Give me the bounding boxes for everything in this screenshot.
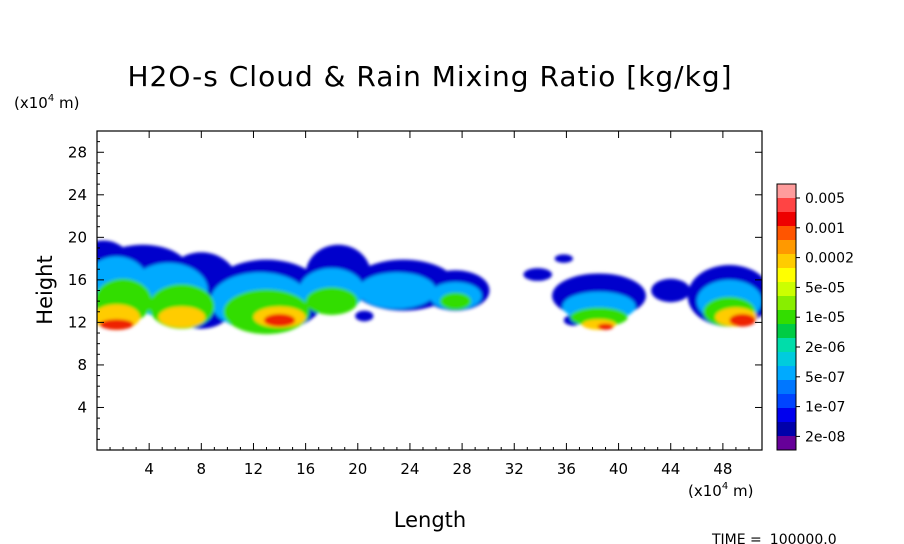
colorbar-swatch xyxy=(777,394,796,409)
colorbar-swatch xyxy=(777,380,796,395)
colorbar-swatch xyxy=(777,282,796,297)
x-tick-label: 4 xyxy=(144,460,154,478)
x-tick-label: 44 xyxy=(661,460,680,478)
colorbar-label: 0.0002 xyxy=(805,251,854,267)
colorbar-swatch xyxy=(777,296,796,311)
cloud-region-peak xyxy=(597,323,614,330)
colorbar-swatch xyxy=(777,268,796,283)
y-unit-label: (x104 m) xyxy=(14,93,79,112)
chart-title: H2O-s Cloud & Rain Mixing Ratio [kg/kg] xyxy=(127,60,732,93)
y-ticks: 4 8 12 16 20 24 28 xyxy=(68,141,762,440)
colorbar-swatch xyxy=(777,408,796,423)
x-tick-label: 28 xyxy=(453,460,472,478)
colorbar-swatch xyxy=(777,198,796,213)
colorbar-swatch xyxy=(777,338,796,353)
colorbar-swatch xyxy=(777,422,796,437)
colorbar-swatch xyxy=(777,226,796,241)
colorbar-swatch xyxy=(777,212,796,227)
x-tick-label: 12 xyxy=(244,460,263,478)
colorbar-swatch xyxy=(777,240,796,255)
x-ticks: 4 8 12 16 20 24 28 32 36 40 44 48 xyxy=(109,131,750,478)
y-tick-label: 16 xyxy=(68,271,87,289)
y-tick-label: 8 xyxy=(77,356,87,374)
cloud-region-peak xyxy=(99,319,134,330)
y-tick-label: 28 xyxy=(68,143,87,161)
colorbar-swatch xyxy=(777,324,796,339)
y-tick-label: 20 xyxy=(68,228,87,246)
colorbar-swatch xyxy=(777,366,796,381)
colorbar-label: 0.005 xyxy=(805,191,845,207)
x-tick-label: 40 xyxy=(609,460,628,478)
x-tick-label: 20 xyxy=(348,460,367,478)
cloud-region-mid xyxy=(439,292,472,310)
x-tick-label: 24 xyxy=(400,460,419,478)
colorbar-swatch xyxy=(777,310,796,325)
colorbar-label: 5e-05 xyxy=(805,280,845,296)
cloud-region-peak xyxy=(263,313,296,327)
colorbar-label: 5e-07 xyxy=(805,370,845,386)
colorbar-label: 1e-07 xyxy=(805,400,845,416)
y-tick-label: 4 xyxy=(77,398,87,416)
cloud-region-outer xyxy=(523,268,553,281)
colorbar-label: 2e-06 xyxy=(805,340,845,356)
colorbar-label: 0.001 xyxy=(805,221,845,237)
cloud-region-low xyxy=(357,272,437,309)
colorbar-swatch xyxy=(777,254,796,269)
x-tick-label: 48 xyxy=(713,460,732,478)
colorbar-label: 2e-08 xyxy=(805,429,845,445)
y-axis-label: Height xyxy=(33,255,57,324)
colorbar-swatch xyxy=(777,436,796,451)
x-tick-label: 8 xyxy=(197,460,207,478)
colorbar: 0.005 0.001 0.0002 5e-05 1e-05 2e-06 5e-07 1e-0… xyxy=(776,183,854,451)
time-readout: TIME = 100000.0 xyxy=(711,532,837,544)
x-tick-label: 16 xyxy=(296,460,315,478)
cloud-region-outer xyxy=(355,310,374,322)
cloud-region-mid xyxy=(305,287,358,315)
cloud-region-outer xyxy=(554,254,573,263)
colorbar-label: 1e-05 xyxy=(805,310,845,326)
x-unit-label: (x104 m) xyxy=(688,481,753,500)
cloud-field xyxy=(97,240,762,335)
y-tick-label: 12 xyxy=(68,313,87,331)
x-tick-label: 36 xyxy=(557,460,576,478)
cloud-region-high xyxy=(158,306,206,328)
cloud-region-peak xyxy=(729,313,756,327)
colorbar-swatch xyxy=(777,352,796,367)
cloud-region-outer xyxy=(651,278,691,303)
x-tick-label: 32 xyxy=(505,460,524,478)
colorbar-swatch xyxy=(777,184,796,199)
x-axis-label: Length xyxy=(394,508,466,532)
y-tick-label: 24 xyxy=(68,186,87,204)
